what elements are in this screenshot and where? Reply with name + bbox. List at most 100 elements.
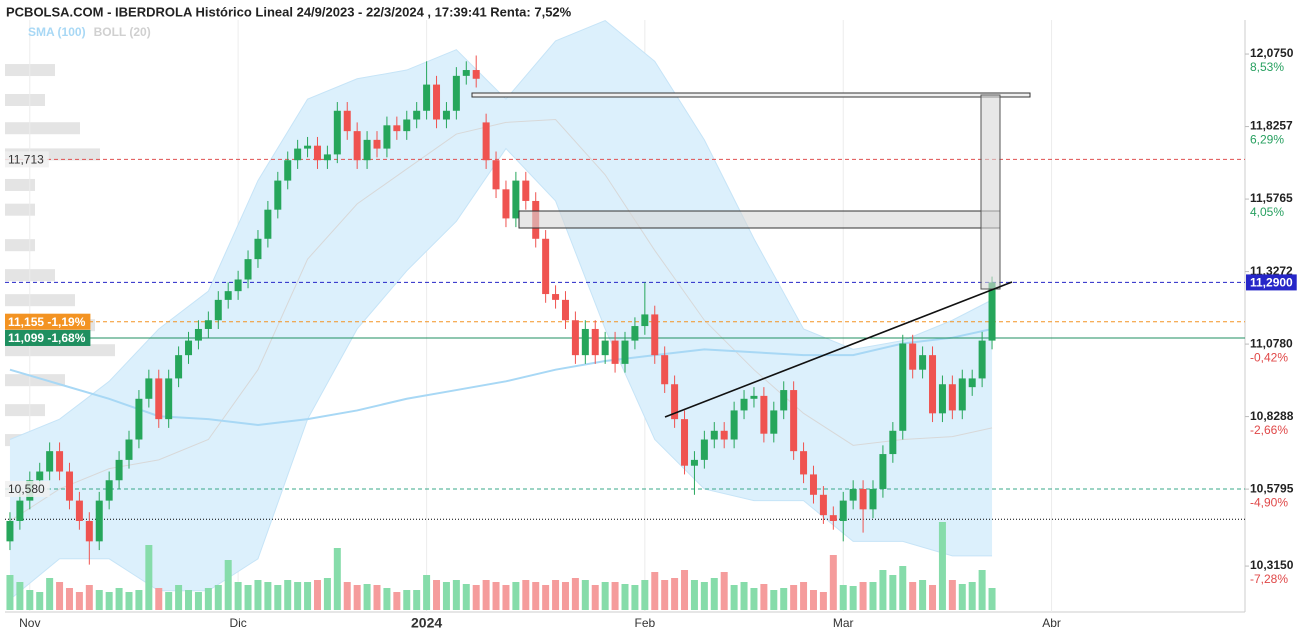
sma-line	[9, 327, 993, 426]
volume-bar	[155, 588, 163, 610]
candle-body	[938, 384, 946, 414]
volume-profile-bar	[5, 344, 115, 357]
volume-bar	[65, 588, 73, 610]
volume-bar	[770, 590, 778, 610]
candle-body	[710, 430, 718, 440]
candle-body	[403, 119, 411, 132]
legend-entry: BOLL (20)	[94, 25, 151, 39]
x-tick-label: Nov	[19, 616, 40, 630]
volume-bar	[760, 584, 768, 610]
volume-bar	[492, 582, 500, 610]
volume-bar	[274, 585, 282, 610]
trend-line	[664, 281, 1013, 418]
y-tick-label: 10,8288	[1250, 409, 1294, 423]
candle-body	[879, 454, 887, 489]
plot-layer	[5, 20, 1249, 613]
level-label-box	[5, 313, 91, 330]
volume-bar	[532, 582, 540, 610]
volume-bar	[383, 588, 391, 610]
candle-body	[581, 328, 589, 356]
volume-bar	[899, 566, 907, 610]
candle-body	[492, 160, 500, 190]
candle-body	[194, 328, 202, 341]
candle-body	[185, 340, 193, 356]
y-tick-label: 11,3272	[1250, 264, 1293, 278]
volume-bar	[601, 582, 609, 610]
volume-bar	[988, 588, 996, 610]
volume-bar	[929, 585, 937, 610]
candle-body	[482, 122, 490, 161]
bollinger-middle	[9, 118, 993, 522]
candle-body	[988, 282, 996, 341]
volume-bar	[502, 585, 510, 610]
volume-profile-bar	[5, 294, 75, 307]
candle-body	[909, 343, 917, 370]
candle-body	[601, 340, 609, 356]
candle-body	[760, 395, 768, 434]
volume-bar	[542, 585, 550, 610]
y-tick-percent: 6,29%	[1250, 133, 1284, 147]
volume-bar	[26, 590, 34, 610]
volume-bar	[333, 548, 341, 610]
volume-bar	[224, 560, 232, 610]
volume-bar	[313, 580, 321, 610]
candle-body	[740, 398, 748, 411]
candle-body	[294, 148, 302, 161]
candle-body	[968, 378, 976, 388]
volume-bar	[423, 575, 431, 610]
volume-bar	[264, 582, 272, 610]
volume-bar	[819, 592, 827, 610]
volume-bar	[869, 582, 877, 610]
candle-body	[829, 515, 837, 521]
candle-body	[214, 299, 222, 321]
candle-body	[234, 279, 242, 292]
volume-profile-bar	[5, 178, 35, 191]
candle-body	[571, 320, 579, 356]
volume-bar	[790, 585, 798, 610]
candle-body	[353, 131, 361, 161]
candle-body	[383, 125, 391, 149]
candle-body	[135, 398, 143, 440]
volume-bar	[681, 570, 689, 610]
candle-body	[929, 355, 937, 414]
volume-bar	[56, 582, 64, 610]
level-label-box	[5, 151, 49, 168]
candle-body	[958, 378, 966, 411]
volume-bar	[95, 590, 103, 610]
volume-bar	[165, 592, 173, 610]
bollinger-band-fill	[9, 20, 993, 600]
candle-body	[700, 439, 708, 460]
candle-body	[125, 439, 133, 460]
volume-bar	[700, 582, 708, 610]
volume-bar	[204, 588, 212, 610]
candle-body	[423, 84, 431, 111]
level-label: 11,155 -1,19%	[8, 315, 86, 329]
y-tick-percent: -2,66%	[1250, 423, 1288, 437]
candle-body	[105, 480, 113, 501]
candle-body	[433, 84, 441, 120]
drawn-rectangle	[471, 92, 1031, 98]
candle-body	[889, 430, 897, 455]
volume-bar	[244, 585, 252, 610]
x-tick-label: 2024	[411, 615, 442, 631]
volume-bar	[284, 580, 292, 610]
volume-profile-bar	[5, 94, 45, 107]
level-label: 11,099 -1,68%	[8, 331, 86, 345]
legend-entry: SMA (100)	[28, 25, 86, 39]
volume-bar	[512, 582, 520, 610]
candle-body	[690, 459, 698, 466]
drawn-rectangle	[980, 94, 1001, 290]
volume-bar	[809, 590, 817, 610]
y-tick-percent: -7,28%	[1250, 572, 1288, 586]
volume-bar	[433, 580, 441, 610]
y-tick-percent: -0,42%	[1250, 350, 1288, 364]
volume-bar	[36, 592, 44, 610]
chart-title: PCBOLSA.COM - IBERDROLA Histórico Lineal…	[6, 4, 572, 19]
y-tick-label: 12,0750	[1250, 46, 1294, 60]
volume-bar	[343, 582, 351, 610]
level-label-box	[5, 480, 50, 497]
candle-body	[284, 160, 292, 181]
volume-bar	[105, 592, 113, 610]
volume-bar	[591, 585, 599, 610]
volume-bar	[145, 545, 153, 610]
